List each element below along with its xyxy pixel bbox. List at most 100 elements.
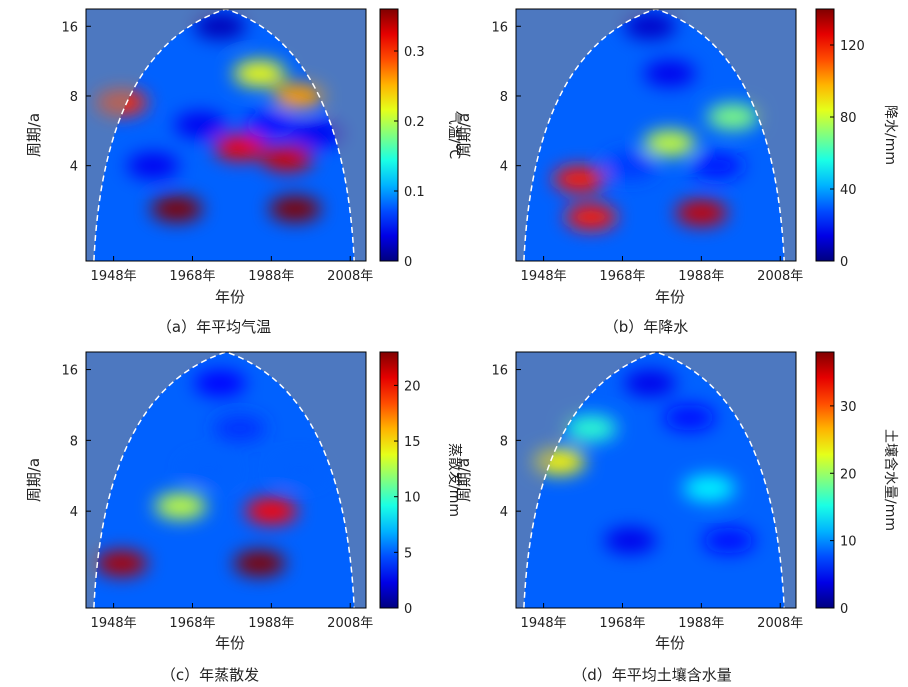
cone-shading: [86, 9, 366, 261]
heatmap-blob-7: [604, 152, 657, 179]
colorbar-label: 降水/mm: [882, 105, 898, 165]
colorbar-tick-label: 80: [840, 111, 857, 126]
plot-frame: [515, 351, 797, 609]
x-tick-label: 1988年: [248, 269, 294, 284]
colorbar-tick-label: 20: [404, 379, 421, 394]
colorbar-tick-label: 0.3: [404, 45, 425, 60]
heatmap-blob-4: [233, 60, 286, 87]
x-tick-label: 2008年: [327, 616, 373, 631]
colorbar-tick-label: 0: [404, 255, 412, 270]
heatmap-blob-2: [683, 475, 736, 502]
heatmap-blob-7: [194, 13, 247, 40]
cone-shading: [516, 9, 796, 261]
x-tick-label: 1988年: [678, 616, 724, 631]
x-tick-label: 1968年: [169, 616, 215, 631]
x-tick-label: 1948年: [521, 269, 567, 284]
heatmap-blob-2: [564, 204, 617, 231]
y-tick-label: 4: [70, 160, 78, 175]
heatmap-blob-2: [261, 145, 314, 172]
heatmap-blob-1: [213, 134, 266, 161]
y-tick-label: 16: [491, 364, 508, 379]
colorbar-label: 土壤含水量/mm: [882, 429, 899, 531]
heatmap-field: [86, 9, 366, 261]
heatmap-field: [86, 352, 366, 608]
heatmap-blob-5: [624, 13, 677, 40]
y-tick-label: 8: [500, 90, 508, 105]
heatmap-blob-6: [643, 60, 696, 87]
y-axis-label: 周期/a: [25, 113, 43, 157]
x-tick-label: 1968年: [169, 269, 215, 284]
x-axis-label: 年份: [655, 634, 685, 652]
heatmap-blob-9: [245, 111, 298, 138]
colorbar-tick-label: 5: [404, 546, 412, 561]
heatmap-blob-3: [154, 493, 207, 520]
colorbar-label: 蒸散发/mm: [446, 443, 462, 517]
panel-caption: （b）年降水: [604, 318, 689, 336]
x-axis-label: 年份: [215, 288, 245, 306]
x-tick-label: 1948年: [91, 269, 137, 284]
heatmap-blob-3: [272, 82, 325, 109]
colorbar-tick-label: 0: [840, 255, 848, 270]
colorbar: [815, 351, 835, 609]
y-tick-label: 4: [500, 505, 508, 520]
x-tick-label: 1968年: [599, 269, 645, 284]
plot-frame: [85, 8, 367, 262]
heatmap-blob-6: [269, 195, 322, 222]
colorbar: [379, 351, 399, 609]
y-tick-label: 16: [491, 20, 508, 35]
heatmap-blob-10: [127, 152, 180, 179]
colorbar-tick-label: 0.1: [404, 185, 425, 200]
heatmap-blob-4: [706, 103, 759, 130]
colorbar-label: 气温/℃: [446, 111, 462, 159]
heatmap-field: [516, 9, 796, 261]
colorbar: [379, 8, 399, 262]
x-tick-label: 1948年: [91, 616, 137, 631]
heatmap-blob-4: [663, 404, 716, 431]
colorbar-tick-label: 0.2: [404, 115, 425, 130]
y-tick-label: 4: [500, 160, 508, 175]
panel-caption: （a）年平均气温: [157, 318, 271, 336]
heatmap-blob-5: [150, 195, 203, 222]
heatmap-blob-2: [233, 550, 286, 577]
heatmap-blob-6: [702, 527, 755, 554]
panel-caption: （c）年蒸散发: [161, 666, 259, 684]
heatmap-blob-3: [624, 370, 677, 397]
y-tick-label: 16: [61, 20, 78, 35]
y-tick-label: 8: [70, 90, 78, 105]
colorbar-tick-label: 0: [840, 602, 848, 617]
cone-shading: [86, 352, 366, 608]
x-tick-label: 2008年: [757, 616, 803, 631]
colorbar-tick-label: 30: [840, 400, 857, 415]
heatmap-field: [516, 352, 796, 608]
heatmap-blob-5: [604, 527, 657, 554]
colorbar: [815, 8, 835, 262]
heatmap-blob-8: [691, 152, 744, 179]
plot-frame: [515, 8, 797, 262]
heatmap-blob-1: [564, 415, 617, 442]
y-tick-label: 4: [70, 505, 78, 520]
heatmap-blob-11: [292, 120, 345, 147]
heatmap-blob-5: [213, 415, 266, 442]
colorbar-tick-label: 120: [840, 39, 865, 54]
y-axis-label: 周期/a: [455, 458, 473, 502]
x-axis-label: 年份: [655, 288, 685, 306]
x-tick-label: 1948年: [521, 616, 567, 631]
heatmap-blob-8: [174, 111, 227, 138]
panel-caption: （d）年平均土壤含水量: [572, 666, 732, 684]
heatmap-blob-3: [643, 130, 696, 157]
heatmap-blob-0: [245, 498, 298, 525]
colorbar-tick-label: 10: [840, 535, 857, 550]
colorbar-tick-label: 20: [840, 467, 857, 482]
x-axis-label: 年份: [215, 634, 245, 652]
colorbar-tick-label: 15: [404, 435, 421, 450]
heatmap-blob-1: [95, 550, 148, 577]
heatmap-blob-7: [272, 456, 325, 483]
heatmap-blob-4: [194, 370, 247, 397]
cone-shading: [516, 352, 796, 608]
x-tick-label: 2008年: [327, 269, 373, 284]
